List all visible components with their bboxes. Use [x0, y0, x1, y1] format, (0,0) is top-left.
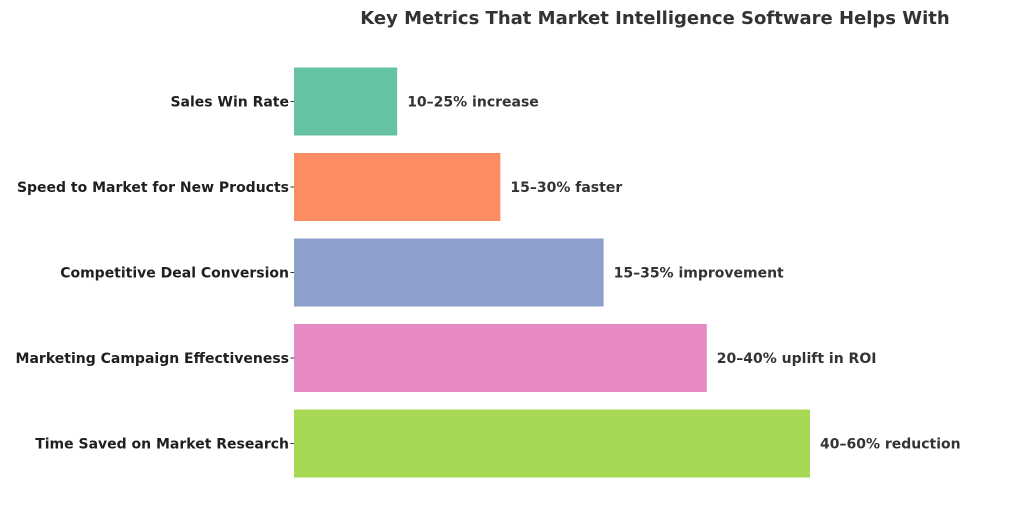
bar-competitive-deal-conversion	[294, 238, 604, 307]
bar-sales-win-rate	[294, 67, 398, 136]
data-label: 15–30% faster	[510, 180, 622, 196]
bar-marketing-campaign-effectiveness	[294, 324, 707, 392]
bar-speed-to-market-for-new-products	[294, 153, 501, 221]
data-label: 20–40% uplift in ROI	[717, 351, 877, 367]
y-tick-label: Speed to Market for New Products	[17, 180, 289, 196]
y-tick-label: Time Saved on Market Research	[35, 436, 289, 452]
bar-time-saved-on-market-research	[294, 409, 810, 478]
data-label: 40–60% reduction	[820, 436, 961, 452]
data-label: 15–35% improvement	[614, 265, 784, 281]
y-tick-label: Sales Win Rate	[170, 94, 289, 110]
y-tick-label: Competitive Deal Conversion	[60, 265, 289, 281]
chart-title: Key Metrics That Market Intelligence Sof…	[360, 8, 949, 29]
y-tick-label: Marketing Campaign Effectiveness	[16, 351, 289, 367]
bars-group: Sales Win Rate 10–25% increase Speed to Ma…	[16, 67, 961, 478]
data-label: 10–25% increase	[407, 94, 539, 110]
